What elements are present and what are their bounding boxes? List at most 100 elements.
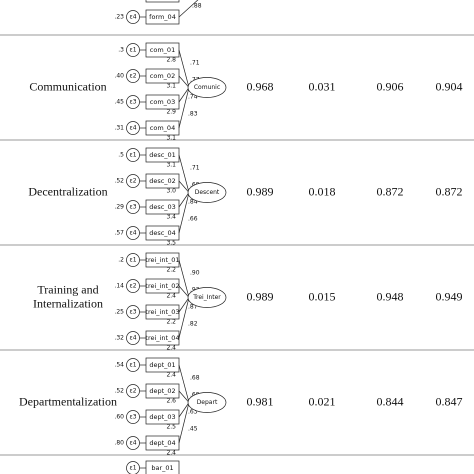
loading-label: .68 xyxy=(190,375,200,382)
error-variance: .40 xyxy=(114,73,124,80)
intercept-label: 2.2 xyxy=(166,319,176,326)
fit-value: 0.018 xyxy=(309,184,336,198)
fit-value: 0.021 xyxy=(309,394,336,408)
fit-value: 0.847 xyxy=(436,394,463,408)
loading-path xyxy=(178,154,190,193)
indicator-label: com_03 xyxy=(150,98,175,106)
fit-value: 0.981 xyxy=(247,394,274,408)
row-label: Training and xyxy=(37,282,98,296)
loading-path xyxy=(178,75,190,88)
error-variance: .32 xyxy=(114,335,124,342)
intercept-label: 2.5 xyxy=(166,424,176,431)
error-label: ε1 xyxy=(129,152,136,159)
indicator-label: trei_int_04 xyxy=(145,334,179,342)
error-variance: .2 xyxy=(118,257,124,264)
error-variance: .5 xyxy=(118,152,124,159)
latent-variable xyxy=(187,392,227,413)
loading-path xyxy=(178,87,190,103)
error-variance: .31 xyxy=(114,125,124,132)
loading-label: .63 xyxy=(188,408,198,415)
fit-value: 0.031 xyxy=(309,79,336,93)
loading-label: .71 xyxy=(190,60,200,67)
latent-label: Comunic xyxy=(194,84,220,91)
error-label: ε4 xyxy=(129,14,136,21)
loading-label: .71 xyxy=(190,165,200,172)
indicator-label: bar_01 xyxy=(151,464,173,472)
indicator-label: dept_01 xyxy=(149,361,175,369)
loading-path xyxy=(178,87,190,129)
indicator-label: desc_02 xyxy=(149,177,176,185)
intercept-label: 2.4 xyxy=(166,345,176,352)
error-variance: .52 xyxy=(114,388,124,395)
latent-label: Depart xyxy=(197,399,218,406)
fit-value: 0.968 xyxy=(247,79,274,93)
error-label: ε3 xyxy=(129,309,136,316)
indicator-label: dept_04 xyxy=(149,439,175,447)
latent-label: Trei_Inter xyxy=(192,294,221,301)
loading-label: .82 xyxy=(188,320,198,327)
loading-path xyxy=(178,297,190,339)
error-label: ε4 xyxy=(129,440,136,447)
latent-label: Descent xyxy=(195,189,220,196)
error-variance: .54 xyxy=(114,362,124,369)
indicator-label: desc_01 xyxy=(149,151,176,159)
loading-path xyxy=(178,402,190,444)
fit-value: 0.948 xyxy=(377,289,404,303)
fit-value: 0.015 xyxy=(309,289,336,303)
intercept-label: 2.4 xyxy=(166,293,176,300)
error-label: ε2 xyxy=(129,73,136,80)
indicator-box xyxy=(145,460,180,474)
error-label: ε4 xyxy=(129,230,136,237)
indicator-label: com_02 xyxy=(150,72,175,80)
loading-path xyxy=(178,49,190,88)
loading-path xyxy=(178,402,190,418)
latent-variable xyxy=(187,287,227,308)
error-label: ε2 xyxy=(129,283,136,290)
loading-label: .84 xyxy=(188,198,198,205)
error-variance: .52 xyxy=(114,178,124,185)
fit-value: 0.989 xyxy=(247,184,274,198)
indicator-label: trei_int_01 xyxy=(145,256,179,264)
loading-label: .45 xyxy=(188,425,198,432)
intercept-label: 3.4 xyxy=(166,214,176,221)
loading-path xyxy=(178,0,199,18)
loading-path xyxy=(178,390,190,403)
fit-value: 0.949 xyxy=(436,289,463,303)
loading-path xyxy=(178,297,190,313)
intercept-label: 2.8 xyxy=(166,57,176,64)
indicator-label: trei_int_03 xyxy=(145,308,179,316)
error-variance: .45 xyxy=(114,99,124,106)
fit-value: 0.872 xyxy=(436,184,463,198)
loading-label: .83 xyxy=(188,110,198,117)
indicator-label: form_04 xyxy=(149,13,176,21)
error-variance: .60 xyxy=(114,414,124,421)
indicator-label: desc_04 xyxy=(149,229,176,237)
error-variance: .25 xyxy=(114,309,124,316)
fit-value: 0.989 xyxy=(247,289,274,303)
error-label: ε1 xyxy=(129,47,136,54)
intercept-label: 2.4 xyxy=(166,450,176,457)
fit-value: 0.904 xyxy=(436,79,463,93)
fit-value: 0.844 xyxy=(377,394,404,408)
error-label: ε1 xyxy=(129,257,136,264)
intercept-label: 3.5 xyxy=(166,240,176,247)
indicator-label: trei_int_02 xyxy=(145,282,179,290)
row-label: Decentralization xyxy=(28,184,107,198)
error-variance: .29 xyxy=(114,204,124,211)
row-label: Communication xyxy=(29,79,106,93)
error-variance: .80 xyxy=(114,440,124,447)
error-variance: .3 xyxy=(118,47,124,54)
intercept-label: 3.1 xyxy=(166,162,176,169)
row-label: Departmentalization xyxy=(19,394,117,408)
error-variance: .57 xyxy=(114,230,124,237)
error-label: ε3 xyxy=(129,99,136,106)
error-variance: .14 xyxy=(114,283,124,290)
indicator-label: com_01 xyxy=(150,46,175,54)
error-label: ε4 xyxy=(129,125,136,132)
error-label: ε4 xyxy=(129,335,136,342)
loading-label: .66 xyxy=(188,215,198,222)
latent-variable xyxy=(187,77,227,98)
intercept-label: 3.1 xyxy=(166,83,176,90)
intercept-label: 2.4 xyxy=(166,372,176,379)
error-label: ε1 xyxy=(129,465,136,472)
